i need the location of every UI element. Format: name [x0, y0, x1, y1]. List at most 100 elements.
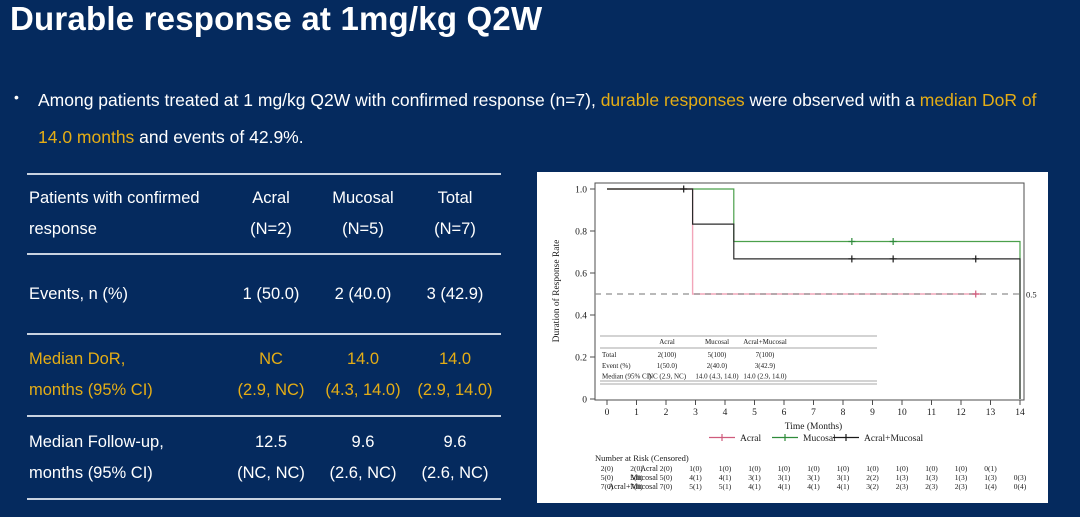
- svg-text:7(100): 7(100): [756, 351, 775, 359]
- svg-text:2(0): 2(0): [601, 464, 614, 473]
- svg-text:Acral+Mucosal: Acral+Mucosal: [743, 338, 787, 346]
- svg-text:2(3): 2(3): [896, 482, 909, 491]
- svg-text:5(0): 5(0): [630, 473, 643, 482]
- axes: 00.20.40.60.81.00 1 2 3 4 5 6 7 8 9 10 11 12 13 14Time…: [551, 182, 1025, 432]
- bullet-segment: Among patients treated at 1 mg/kg Q2W wi…: [38, 90, 601, 110]
- svg-text:3(1): 3(1): [748, 473, 761, 482]
- svg-text:Mucosal: Mucosal: [803, 434, 836, 444]
- svg-text:1: 1: [634, 408, 639, 418]
- svg-text:2(2): 2(2): [866, 473, 879, 482]
- svg-text:0(4): 0(4): [1014, 482, 1027, 491]
- table-row-median-dor: Median DoR, months (95% CI) NC (2.9, NC)…: [27, 335, 501, 417]
- svg-text:2(0): 2(0): [660, 464, 673, 473]
- svg-text:1.0: 1.0: [575, 186, 587, 196]
- svg-text:0(1): 0(1): [984, 464, 997, 473]
- column-header-total: Total (N=7): [434, 189, 476, 238]
- svg-text:1(0): 1(0): [837, 464, 850, 473]
- svg-text:13: 13: [986, 408, 996, 418]
- row-label: Median Follow-up, months (95% CI): [29, 432, 164, 482]
- bullet-segment: and events of 42.9%.: [134, 127, 304, 147]
- svg-text:2(0): 2(0): [630, 464, 643, 473]
- svg-text:1(0): 1(0): [925, 464, 938, 473]
- svg-text:7(0): 7(0): [660, 482, 673, 491]
- svg-text:2(40.0): 2(40.0): [707, 362, 728, 370]
- cell-value: 2 (40.0): [334, 284, 392, 303]
- svg-text:4(1): 4(1): [778, 482, 791, 491]
- svg-text:5(1): 5(1): [719, 482, 732, 491]
- svg-text:9: 9: [870, 408, 875, 418]
- svg-text:Number at Risk (Censored): Number at Risk (Censored): [595, 453, 689, 463]
- table-row-median-followup: Median Follow-up, months (95% CI) 12.5 (…: [27, 417, 501, 500]
- svg-text:7(0): 7(0): [630, 482, 643, 491]
- svg-text:1(3): 1(3): [925, 473, 938, 482]
- svg-text:4(1): 4(1): [719, 473, 732, 482]
- svg-text:1(4): 1(4): [984, 482, 997, 491]
- svg-text:4(1): 4(1): [837, 482, 850, 491]
- svg-text:Acral+Mucosal: Acral+Mucosal: [608, 482, 659, 491]
- svg-text:Event (%): Event (%): [602, 362, 631, 370]
- svg-text:Median (95% CI): Median (95% CI): [602, 373, 652, 381]
- svg-text:3: 3: [693, 408, 698, 418]
- svg-text:7(0): 7(0): [601, 482, 614, 491]
- svg-text:3(2): 3(2): [866, 482, 879, 491]
- svg-text:12: 12: [956, 408, 966, 418]
- svg-text:1(0): 1(0): [719, 464, 732, 473]
- bullet-segment-highlight: durable responses: [600, 90, 745, 110]
- svg-text:1(0): 1(0): [807, 464, 820, 473]
- inset-stats-table: Acral Mucosal Acral+Mucosal Total 2(100) 5(10…: [600, 335, 877, 385]
- bullet-icon: •: [14, 89, 19, 105]
- page-title: Durable response at 1mg/kg Q2W: [10, 0, 543, 37]
- svg-text:14: 14: [1015, 408, 1025, 418]
- cell-value: NC (2.9, NC): [237, 350, 305, 399]
- bullet-segment: were observed with a: [744, 90, 920, 110]
- svg-text:4(1): 4(1): [748, 482, 761, 491]
- svg-text:1(0): 1(0): [866, 464, 879, 473]
- cell-value: 1 (50.0): [242, 284, 300, 303]
- svg-text:2(3): 2(3): [955, 482, 968, 491]
- svg-text:2(100): 2(100): [658, 351, 677, 359]
- svg-text:4(1): 4(1): [689, 473, 702, 482]
- svg-text:2(3): 2(3): [925, 482, 938, 491]
- table-row-events: Events, n (%) 1 (50.0) 2 (40.0) 3 (42.9): [27, 255, 501, 335]
- km-survival-chart: 00.20.40.60.81.00 1 2 3 4 5 6 7 8 9 10 11 12 13 14Time…: [551, 182, 1037, 491]
- svg-text:10: 10: [897, 408, 907, 418]
- svg-text:Mucosal: Mucosal: [630, 473, 658, 482]
- bullet-point: • Among patients treated at 1 mg/kg Q2W …: [12, 82, 1062, 156]
- cell-value: 12.5 (NC, NC): [237, 432, 305, 482]
- svg-text:0.6: 0.6: [575, 270, 587, 280]
- svg-text:1(0): 1(0): [955, 464, 968, 473]
- svg-text:6: 6: [782, 408, 787, 418]
- row-label: Events, n (%): [29, 284, 129, 303]
- svg-text:1(50.0): 1(50.0): [657, 362, 678, 370]
- svg-text:0.5: 0.5: [1026, 290, 1037, 300]
- svg-text:Time (Months): Time (Months): [785, 421, 842, 432]
- svg-text:1(0): 1(0): [896, 464, 909, 473]
- svg-text:1(0): 1(0): [778, 464, 791, 473]
- svg-text:14.0 (2.9, 14.0): 14.0 (2.9, 14.0): [743, 373, 787, 381]
- cell-value: 14.0 (2.9, 14.0): [417, 350, 493, 399]
- svg-text:1(3): 1(3): [984, 473, 997, 482]
- svg-text:0.8: 0.8: [575, 228, 587, 238]
- svg-text:Acral: Acral: [659, 338, 675, 346]
- svg-text:5(1): 5(1): [689, 482, 702, 491]
- svg-text:8: 8: [841, 408, 846, 418]
- cell-value: 14.0 (4.3, 14.0): [325, 350, 401, 399]
- svg-text:Duration of Response Rate: Duration of Response Rate: [551, 240, 562, 343]
- svg-text:0: 0: [582, 396, 587, 406]
- svg-text:3(42.9): 3(42.9): [755, 362, 776, 370]
- svg-text:5(100): 5(100): [708, 351, 727, 359]
- svg-text:5(0): 5(0): [601, 473, 614, 482]
- svg-text:4: 4: [723, 408, 728, 418]
- chart-legend: Acral Mucosal Acral+Mucosal: [709, 434, 924, 444]
- summary-table: Patients with confirmed response Acral (…: [27, 173, 501, 500]
- svg-text:Acral+Mucosal: Acral+Mucosal: [864, 434, 924, 444]
- cell-value: 9.6 (2.6, NC): [329, 432, 397, 482]
- svg-text:7: 7: [811, 408, 816, 418]
- svg-text:NC (2.9, NC): NC (2.9, NC): [648, 373, 687, 381]
- svg-text:1(0): 1(0): [748, 464, 761, 473]
- svg-text:0.2: 0.2: [575, 354, 587, 364]
- svg-text:14.0 (4.3, 14.0): 14.0 (4.3, 14.0): [695, 373, 739, 381]
- column-header-acral: Acral (N=2): [250, 189, 292, 238]
